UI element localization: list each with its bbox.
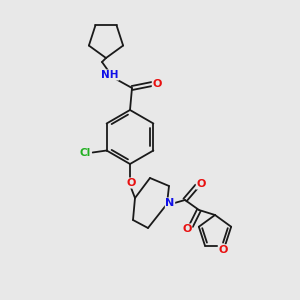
Text: O: O <box>182 224 192 234</box>
Text: O: O <box>126 178 136 188</box>
Text: O: O <box>152 79 162 89</box>
Text: Cl: Cl <box>80 148 91 158</box>
Text: N: N <box>165 198 175 208</box>
Text: NH: NH <box>101 70 119 80</box>
Text: O: O <box>218 245 228 255</box>
Text: O: O <box>196 179 206 189</box>
